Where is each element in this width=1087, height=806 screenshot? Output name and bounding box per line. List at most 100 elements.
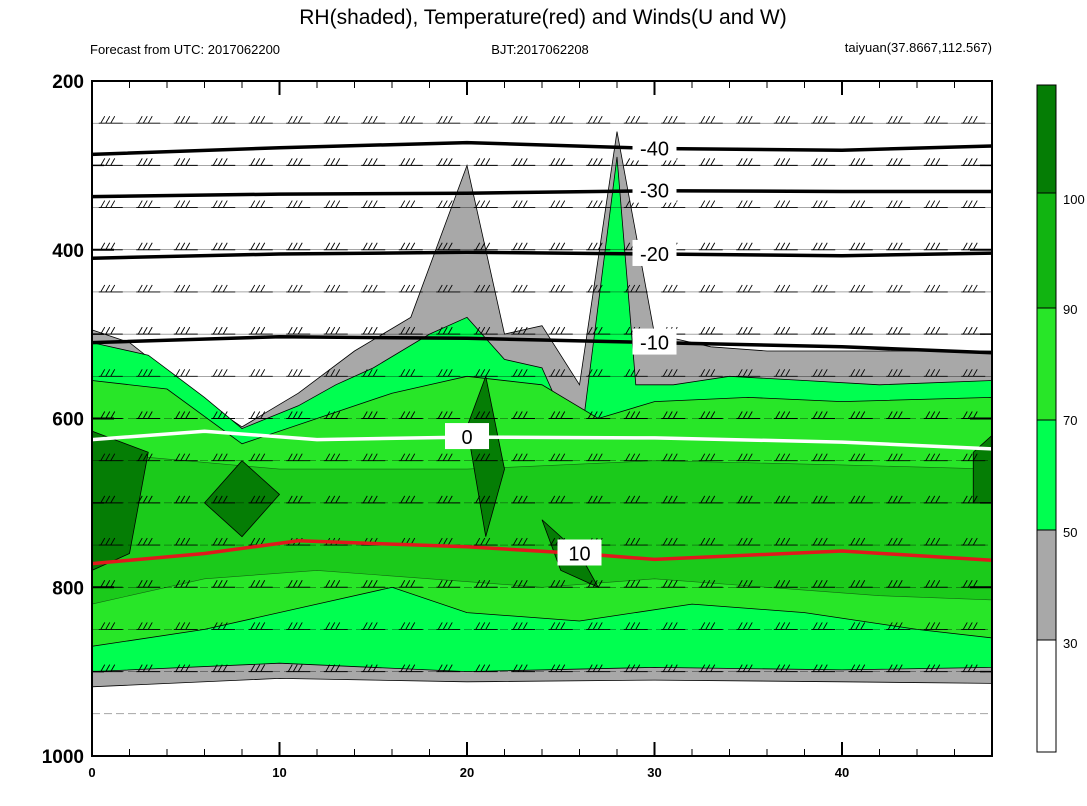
- wind-barb-feather: [147, 453, 153, 461]
- wind-barb-feather: [935, 537, 941, 546]
- wind-barb-feather: [325, 622, 331, 630]
- wind-barb-feather: [560, 115, 566, 124]
- wind-barb-feather: [822, 580, 828, 588]
- wind-barb-feather: [822, 537, 828, 546]
- wind-barb-feather: [962, 369, 968, 377]
- wind-barb-feather: [860, 115, 866, 124]
- wind-barb-feather: [662, 580, 668, 588]
- wind-barb-feather: [635, 580, 641, 588]
- wind-barb-feather: [330, 495, 336, 504]
- wind-barb-feather: [972, 369, 978, 377]
- wind-barb-feather: [517, 200, 523, 208]
- wind-barb-feather: [260, 369, 266, 377]
- wind-barb-feather: [255, 369, 261, 377]
- wind-barb-feather: [260, 580, 266, 588]
- wind-barb-feather: [105, 284, 111, 293]
- wind-barb-feather: [887, 453, 893, 461]
- wind-barb-feather: [812, 369, 818, 377]
- wind-barb-feather: [255, 158, 261, 166]
- wind-barb-feather: [592, 115, 598, 124]
- wind-barb-feather: [705, 622, 711, 630]
- wind-barb-feather: [672, 537, 678, 546]
- wind-barb-feather: [972, 622, 978, 630]
- wind-barb-feather: [517, 115, 523, 124]
- wind-barb-feather: [260, 495, 266, 504]
- wind-barb-feather: [700, 537, 706, 546]
- wind-barb-feather: [897, 495, 903, 504]
- wind-barb-feather: [522, 580, 528, 588]
- wind-barb-feather: [587, 411, 593, 419]
- wind-barb-feather: [700, 284, 706, 293]
- wind-barb-feather: [180, 411, 186, 419]
- wind-barb-feather: [935, 453, 941, 461]
- wind-barb-feather: [362, 326, 368, 335]
- wind-barb-feather: [217, 622, 223, 630]
- wind-barb-feather: [925, 200, 931, 208]
- wind-barb-feather: [747, 537, 753, 546]
- wind-barb-feather: [967, 495, 973, 504]
- wind-barb-feather: [330, 158, 336, 166]
- wind-barb-feather: [292, 664, 298, 672]
- wind-barb-feather: [137, 580, 143, 588]
- wind-barb-feather: [635, 284, 641, 293]
- wind-barb-feather: [855, 369, 861, 377]
- wind-barb-feather: [850, 537, 856, 546]
- wind-barb-feather: [930, 664, 936, 672]
- wind-barb-feather: [587, 580, 593, 588]
- wind-barb-feather: [662, 284, 668, 293]
- rh-shading: [91, 131, 993, 688]
- wind-barb-feather: [367, 326, 373, 335]
- wind-barb-feather: [405, 158, 411, 166]
- wind-barb-feather: [512, 622, 518, 630]
- wind-barb-feather: [935, 580, 941, 588]
- wind-barb-feather: [935, 326, 941, 335]
- wind-barb-feather: [850, 284, 856, 293]
- wind-barb-feather: [180, 537, 186, 546]
- wind-barb-feather: [142, 453, 148, 461]
- wind-barb-feather: [812, 537, 818, 546]
- wind-barb-feather: [522, 664, 528, 672]
- wind-barb-feather: [287, 242, 293, 250]
- wind-barb-feather: [147, 622, 153, 630]
- wind-barb-feather: [335, 580, 341, 588]
- wind-barb-feather: [635, 411, 641, 419]
- wind-barb-feather: [250, 453, 256, 461]
- wind-barb-feather: [780, 411, 786, 419]
- wind-barb-feather: [330, 622, 336, 630]
- wind-barb-feather: [555, 326, 561, 335]
- wind-barb-feather: [437, 326, 443, 335]
- wind-barb-feather: [630, 369, 636, 377]
- y-tick-label: 600: [52, 410, 84, 431]
- wind-barb-feather: [142, 284, 148, 293]
- wind-barb-feather: [100, 453, 106, 461]
- wind-barb-feather: [775, 326, 781, 335]
- wind-barb-feather: [410, 158, 416, 166]
- wind-barb-feather: [860, 326, 866, 335]
- wind-barb-feather: [142, 369, 148, 377]
- wind-barb-feather: [475, 200, 481, 208]
- wind-barb-feather: [175, 580, 181, 588]
- wind-barb-feather: [672, 369, 678, 377]
- wind-barb-feather: [297, 200, 303, 208]
- wind-barb-feather: [325, 495, 331, 504]
- wind-barb-feather: [775, 242, 781, 250]
- wind-barb-feather: [410, 200, 416, 208]
- wind-barb-feather: [255, 495, 261, 504]
- wind-barb-feather: [217, 537, 223, 546]
- wind-barb-feather: [962, 495, 968, 504]
- wind-barb-feather: [485, 115, 491, 124]
- wind-barb-feather: [185, 284, 191, 293]
- wind-barb-feather: [250, 411, 256, 419]
- wind-barb-feather: [362, 200, 368, 208]
- wind-barb-feather: [785, 537, 791, 546]
- wind-barb-feather: [147, 115, 153, 124]
- wind-barb-feather: [335, 453, 341, 461]
- wind-barb-feather: [222, 664, 228, 672]
- wind-barb-feather: [142, 664, 148, 672]
- wind-barb-feather: [100, 537, 106, 546]
- wind-barb-feather: [550, 326, 556, 335]
- wind-barbs: [98, 115, 986, 673]
- wind-barb-feather: [705, 158, 711, 166]
- wind-barb-feather: [100, 622, 106, 630]
- wind-barb-feather: [700, 664, 706, 672]
